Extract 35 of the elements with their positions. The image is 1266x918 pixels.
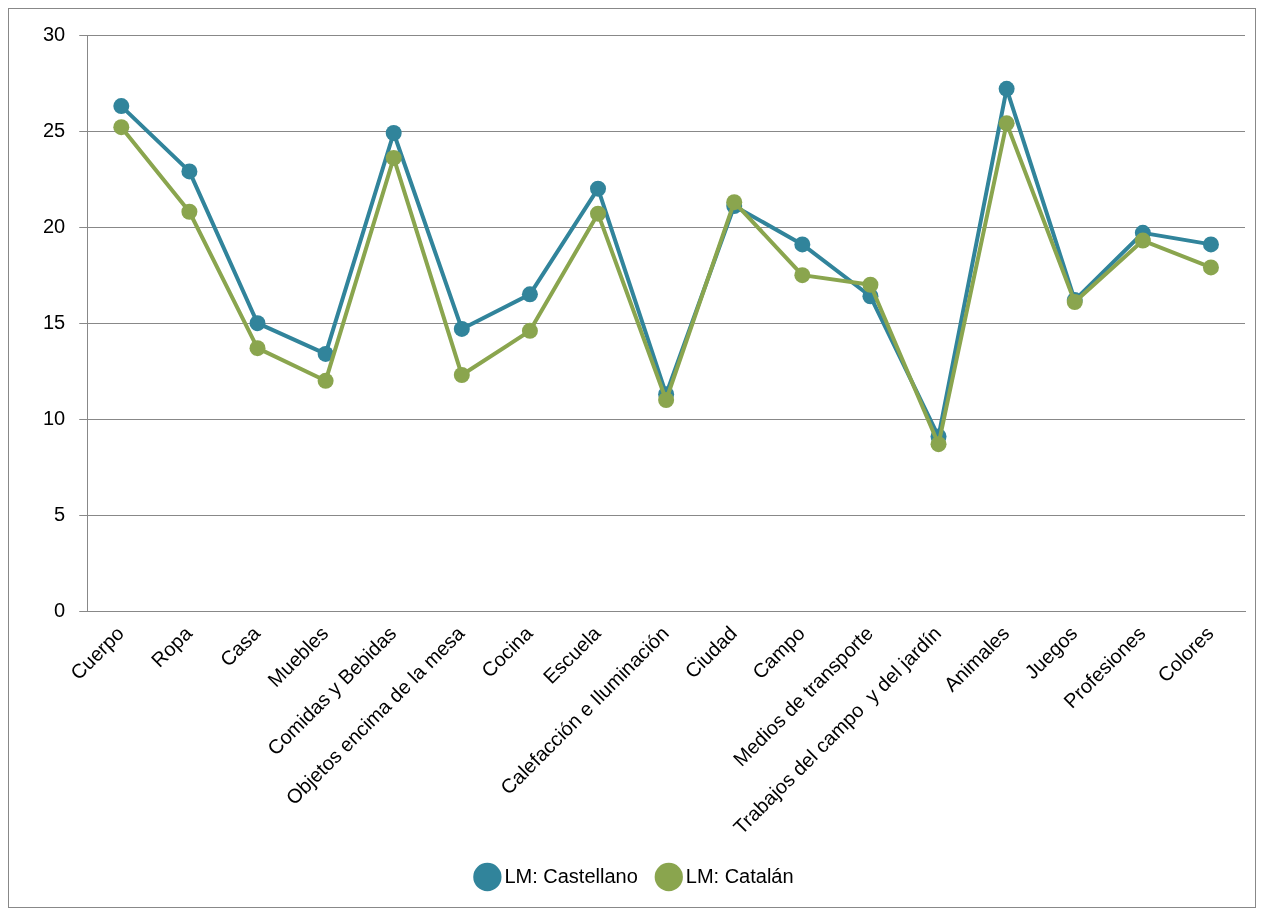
point <box>521 286 538 303</box>
point <box>658 392 675 408</box>
point <box>453 320 470 337</box>
point <box>317 345 334 362</box>
point <box>998 80 1015 97</box>
point <box>590 180 607 197</box>
point <box>1202 236 1219 253</box>
point <box>385 124 402 141</box>
point <box>930 436 947 453</box>
point <box>453 367 470 384</box>
point <box>113 98 130 115</box>
point <box>181 203 198 220</box>
y-tick-label: 15 <box>43 310 66 333</box>
legend-label: LM: Castellano <box>504 864 638 887</box>
point <box>181 163 198 180</box>
y-tick-label: 5 <box>54 502 66 525</box>
y-tick-label: 30 <box>43 22 66 45</box>
point <box>521 322 538 339</box>
point <box>385 149 402 166</box>
point <box>1134 232 1151 249</box>
point <box>317 372 334 389</box>
y-tick-label: 0 <box>54 598 66 621</box>
legend-label: LM: Catalán <box>685 864 794 887</box>
point <box>998 115 1015 132</box>
point <box>862 276 879 293</box>
point <box>249 340 266 357</box>
point <box>1202 259 1219 276</box>
point <box>113 119 130 136</box>
point <box>590 205 607 222</box>
point <box>794 267 811 284</box>
point <box>249 315 266 332</box>
y-tick-label: 20 <box>43 214 66 237</box>
y-tick-label: 25 <box>43 118 66 141</box>
y-tick-label: 10 <box>43 406 66 429</box>
point <box>794 236 811 253</box>
